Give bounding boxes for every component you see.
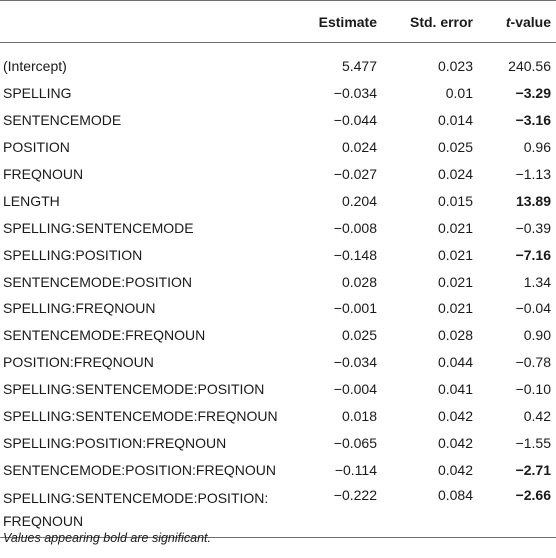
term-cell: SENTENCEMODE:FREQNOUN: [3, 327, 206, 344]
table-row: SPELLING:SENTENCEMODE −0.008 0.021 −0.39: [0, 214, 556, 241]
term-cell: SPELLING:SENTENCEMODE:FREQNOUN: [3, 408, 278, 425]
table-row: SPELLING:SENTENCEMODE:POSITION: FREQNOUN…: [0, 483, 556, 539]
t-value-cell: −1.55: [515, 434, 551, 451]
t-value-cell: −7.16: [515, 246, 551, 263]
term-cell: SPELLING:SENTENCEMODE:POSITION: [3, 381, 265, 398]
t-value-cell: −3.29: [515, 85, 551, 102]
estimate-cell: −0.222: [280, 483, 382, 539]
std-error-cell: 0.084: [382, 483, 478, 539]
table-row: SPELLING:POSITION −0.148 0.021 −7.16: [0, 241, 556, 268]
t-value-header-italic: t: [505, 13, 511, 30]
table-row: SENTENCEMODE:POSITION:FREQNOUN −0.114 0.04…: [0, 456, 556, 483]
estimate-cell: −0.027: [333, 166, 377, 182]
term-cell: SPELLING: [3, 85, 72, 102]
estimate-cell: 0.024: [341, 139, 377, 156]
term-cell: SPELLING:SENTENCEMODE:POSITION: FREQNOUN: [0, 483, 280, 539]
coefficients-table-container: Estimate Std. error t-value (Intercept) 5…: [0, 0, 556, 539]
t-value-cell: −1.13: [515, 166, 551, 182]
std-error-cell: 0.024: [437, 166, 473, 182]
estimate-cell: −0.044: [333, 112, 377, 129]
table-row: SENTENCEMODE:POSITION 0.028 0.021 1.34: [0, 268, 556, 295]
estimate-cell: 5.477: [341, 58, 377, 75]
term-cell: FREQNOUN: [3, 166, 84, 182]
term-cell: (Intercept): [3, 58, 67, 75]
estimate-column-header: Estimate: [280, 0, 382, 43]
table-row: POSITION:FREQNOUN −0.034 0.044 −0.78: [0, 349, 556, 376]
estimate-cell: −0.034: [333, 85, 377, 102]
table-row: SPELLING:POSITION:FREQNOUN −0.065 0.042 −1.…: [0, 429, 556, 456]
table-row: (Intercept) 5.477 0.023 240.56: [0, 43, 556, 80]
t-value-cell: −0.04: [515, 300, 551, 317]
std-error-cell: 0.01: [445, 85, 473, 102]
t-value-cell: −2.66: [478, 483, 556, 539]
t-value-cell: 0.96: [523, 139, 551, 156]
term-cell: POSITION:FREQNOUN: [3, 354, 154, 371]
table-row: FREQNOUN −0.027 0.024 −1.13: [0, 161, 556, 188]
estimate-cell: −0.001: [333, 300, 377, 317]
estimate-cell: −0.148: [333, 246, 377, 263]
table-header-row: Estimate Std. error t-value: [0, 0, 556, 43]
t-value-header-suffix: -value: [510, 13, 551, 30]
t-value-cell: −0.39: [515, 219, 551, 236]
term-cell: POSITION: [3, 139, 70, 156]
table-row: SPELLING:SENTENCEMODE:POSITION −0.004 0.04…: [0, 376, 556, 403]
std-error-cell: 0.042: [437, 434, 473, 451]
term-cell: SENTENCEMODE: [3, 112, 122, 129]
estimate-cell: 0.018: [341, 408, 377, 425]
std-error-cell: 0.042: [437, 408, 473, 425]
std-error-cell: 0.015: [437, 192, 473, 209]
t-value-cell: −2.71: [515, 461, 551, 478]
term-cell: SPELLING:POSITION: [3, 246, 143, 263]
t-value-cell: 240.56: [508, 58, 551, 75]
table-row: SENTENCEMODE −0.044 0.014 −3.16: [0, 107, 556, 134]
t-value-cell: −0.78: [515, 354, 551, 371]
estimate-cell: 0.025: [341, 327, 377, 344]
table-row: POSITION 0.024 0.025 0.96: [0, 134, 556, 161]
std-error-cell: 0.042: [437, 461, 473, 478]
table-body: (Intercept) 5.477 0.023 240.56 SPELLING −0.03…: [0, 43, 556, 539]
table-row: SPELLING:SENTENCEMODE:FREQNOUN 0.018 0.042…: [0, 403, 556, 430]
std-error-cell: 0.021: [437, 273, 473, 290]
term-cell: SENTENCEMODE:POSITION: [3, 273, 193, 290]
estimate-cell: −0.004: [333, 381, 377, 398]
std-error-cell: 0.025: [437, 139, 473, 156]
std-error-cell: 0.021: [437, 219, 473, 236]
estimate-cell: −0.065: [333, 434, 377, 451]
term-cell: SENTENCEMODE:POSITION:FREQNOUN: [3, 461, 277, 478]
term-cell: SPELLING:POSITION:FREQNOUN: [3, 434, 227, 451]
t-value-column-header: t-value: [478, 0, 556, 43]
term-cell: SPELLING:FREQNOUN: [3, 300, 156, 317]
std-error-cell: 0.021: [437, 300, 473, 317]
term-cell: SPELLING:SENTENCEMODE: [3, 219, 194, 236]
t-value-cell: 0.90: [523, 327, 551, 344]
t-value-cell: 1.34: [523, 273, 551, 290]
estimate-cell: −0.008: [333, 219, 377, 236]
std-error-cell: 0.028: [437, 327, 473, 344]
t-value-cell: −3.16: [515, 112, 551, 129]
estimate-cell: −0.034: [333, 354, 377, 371]
std-error-cell: 0.023: [437, 58, 473, 75]
coefficients-table: Estimate Std. error t-value (Intercept) 5…: [0, 0, 556, 539]
table-row: SPELLING −0.034 0.01 −3.29: [0, 80, 556, 107]
term-column-header: [0, 0, 280, 43]
std-error-cell: 0.041: [437, 381, 473, 398]
table-footnote: Values appearing bold are significant.: [3, 531, 212, 545]
table-row: SPELLING:FREQNOUN −0.001 0.021 −0.04: [0, 295, 556, 322]
table-row: LENGTH 0.204 0.015 13.89: [0, 187, 556, 214]
std-error-cell: 0.014: [437, 112, 473, 129]
t-value-cell: 13.89: [515, 192, 551, 209]
estimate-cell: −0.114: [334, 461, 377, 478]
t-value-cell: 0.42: [523, 408, 551, 425]
estimate-cell: 0.204: [341, 192, 377, 209]
std-error-cell: 0.044: [437, 354, 473, 371]
term-cell: LENGTH: [3, 192, 60, 209]
t-value-cell: −0.10: [515, 381, 551, 398]
estimate-cell: 0.028: [341, 273, 377, 290]
table-row: SENTENCEMODE:FREQNOUN 0.025 0.028 0.90: [0, 322, 556, 349]
std-error-column-header: Std. error: [382, 0, 478, 43]
std-error-cell: 0.021: [437, 246, 473, 263]
